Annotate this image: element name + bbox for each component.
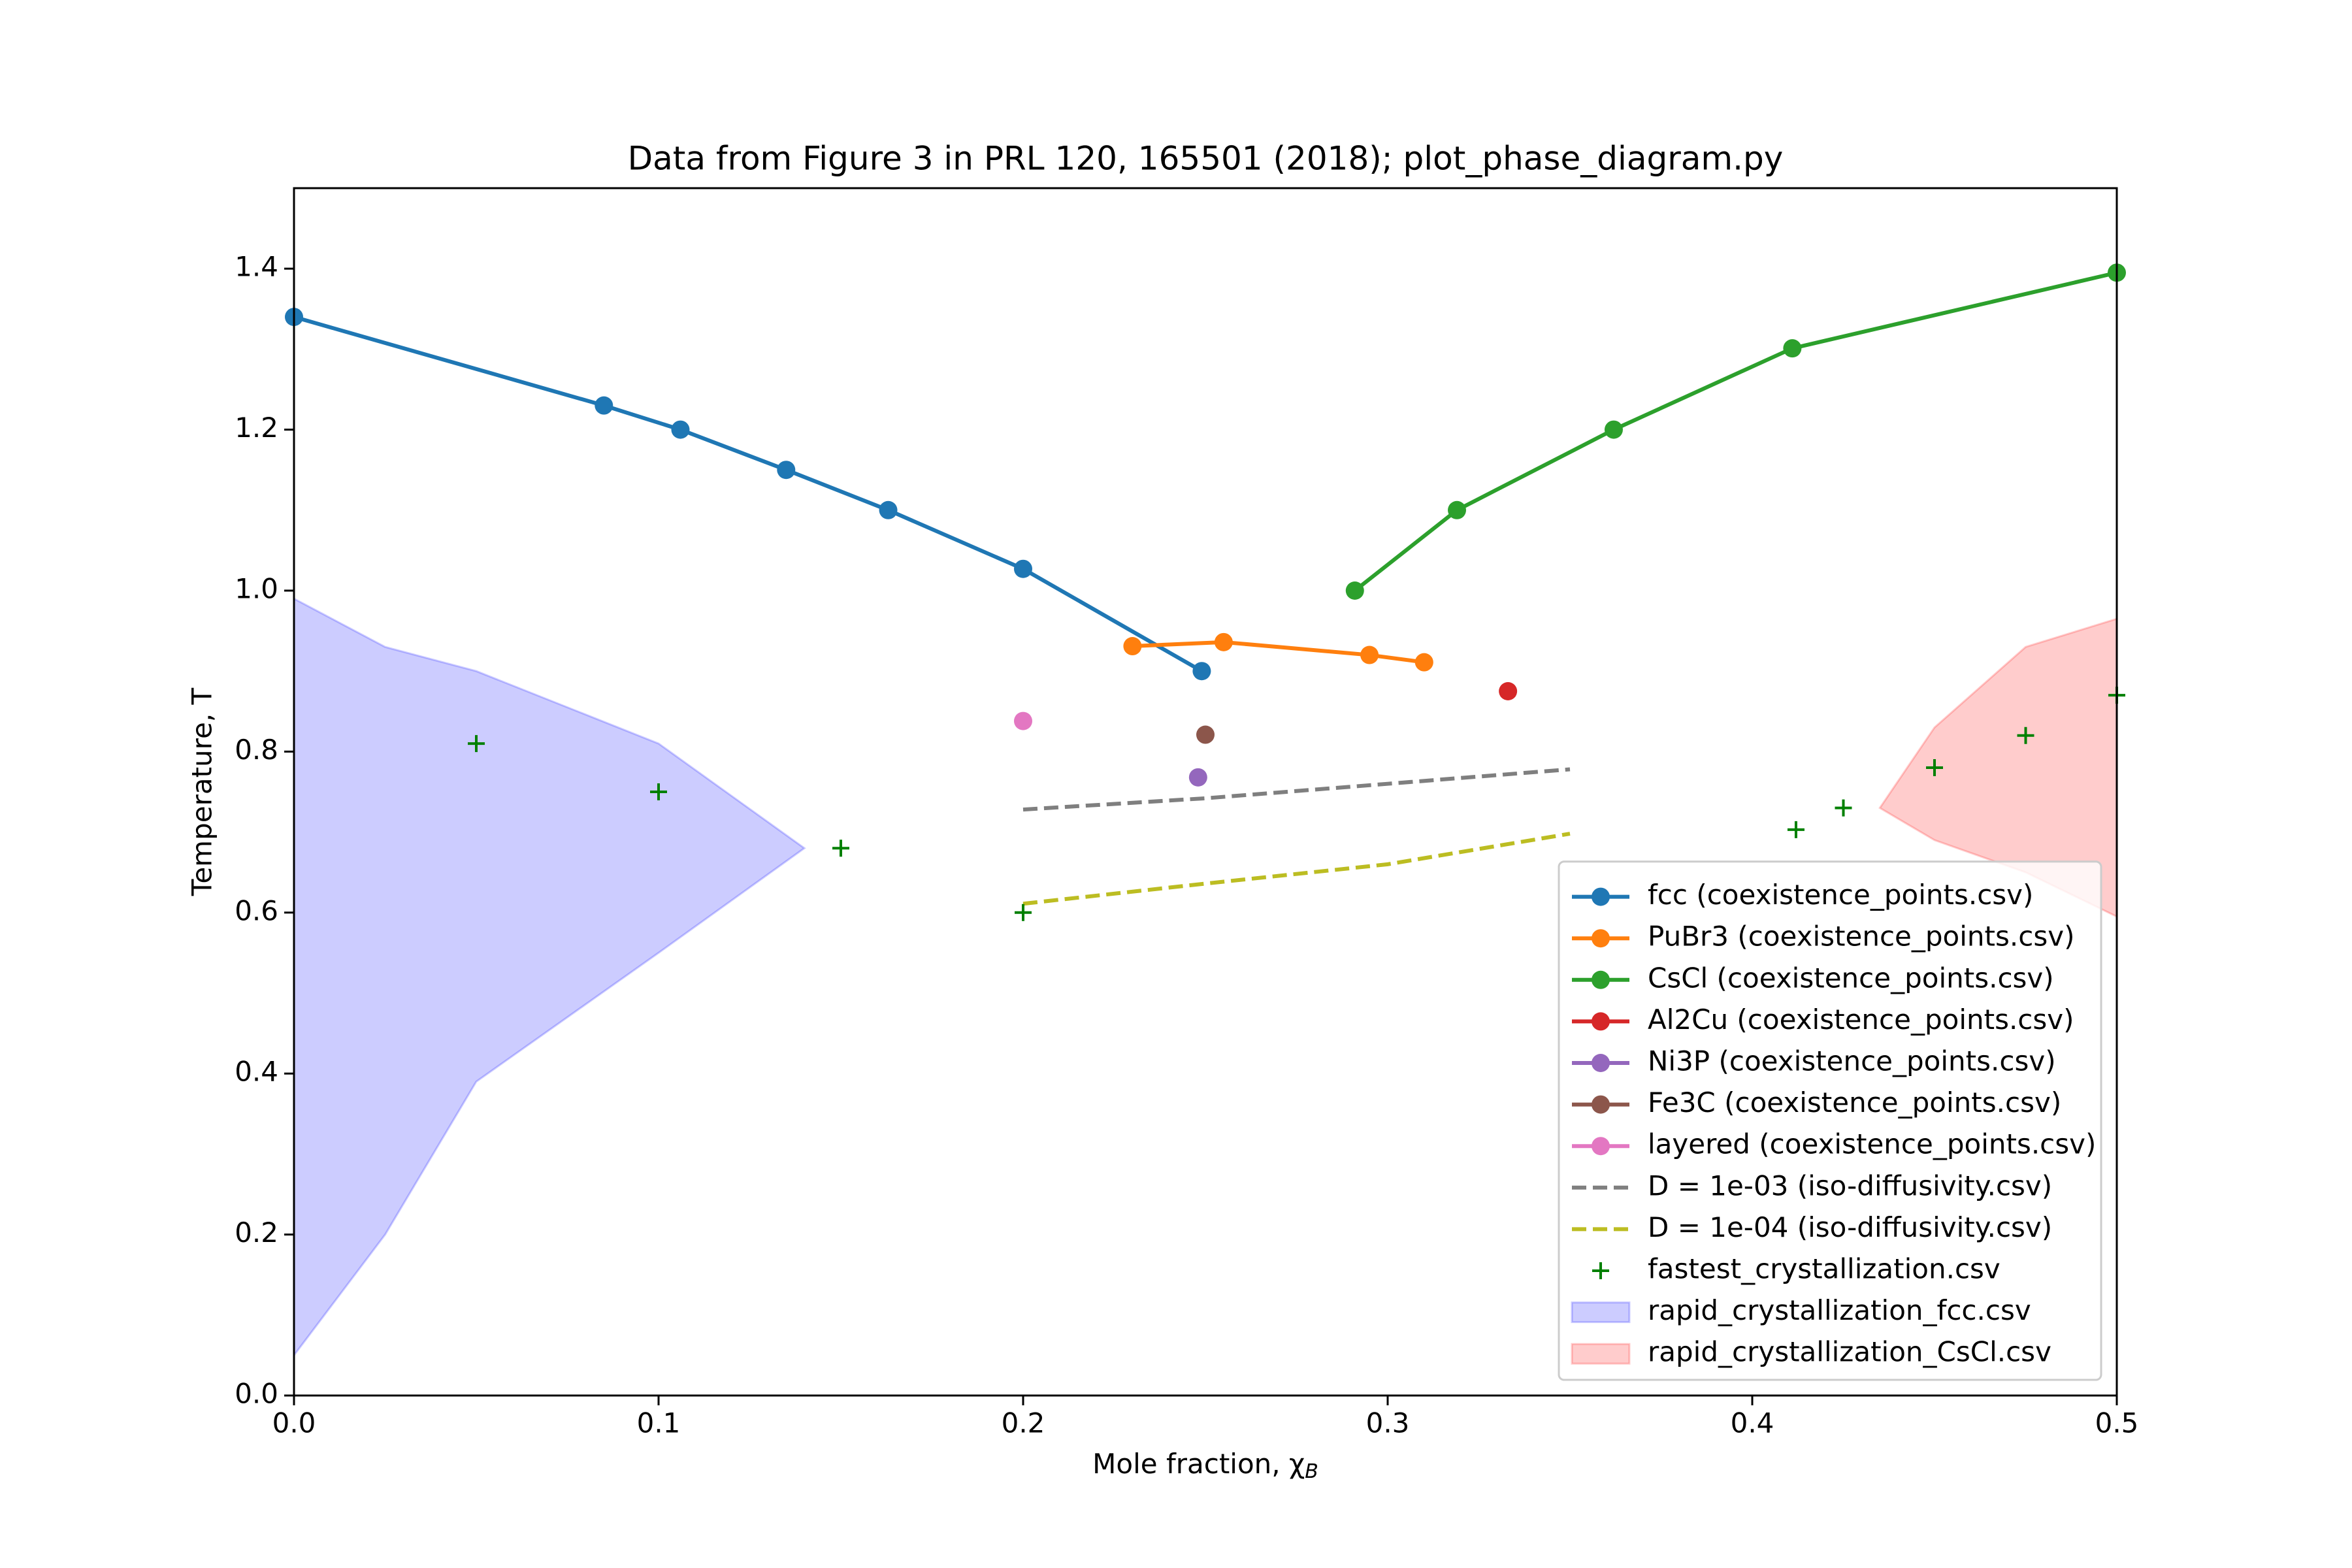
legend-marker [1592, 1012, 1610, 1031]
legend-patch [1571, 1301, 1631, 1324]
legend-marker [1592, 1262, 1609, 1279]
data-point [1188, 768, 1207, 787]
x-tick-label: 0.4 [1731, 1407, 1774, 1439]
x-tick-label: 0.0 [272, 1407, 316, 1439]
fill-region [293, 596, 806, 1358]
data-point [1360, 645, 1379, 664]
data-point [777, 461, 796, 480]
y-tick-label: 0.8 [235, 734, 278, 766]
legend-label: rapid_crystallization_CsCl.csv [1648, 1336, 2051, 1368]
legend-label: D = 1e-04 (iso-diffusivity.csv) [1648, 1211, 2052, 1243]
series-line [1022, 767, 1571, 812]
legend-label: rapid_crystallization_fcc.csv [1648, 1294, 2031, 1326]
data-point [1123, 637, 1142, 656]
legend-label: PuBr3 (coexistence_points.csv) [1648, 921, 2074, 953]
plus-marker [832, 840, 849, 857]
y-tick-label: 0.4 [235, 1056, 278, 1088]
legend-label: fcc (coexistence_points.csv) [1648, 879, 2033, 911]
plus-marker [650, 783, 667, 800]
legend-marker [1592, 887, 1610, 906]
legend-box [1558, 860, 2102, 1381]
data-point [1214, 632, 1233, 651]
y-tick-label: 1.0 [235, 573, 278, 605]
data-point [671, 420, 690, 439]
chart-title: Data from Figure 3 in PRL 120, 165501 (2… [628, 140, 1784, 178]
series-line [1132, 640, 1425, 664]
y-axis-label: Temperature, T [186, 687, 218, 896]
legend-label: Fe3C (coexistence_points.csv) [1648, 1086, 2061, 1119]
y-tick-label: 0.2 [235, 1217, 278, 1249]
legend: fcc (coexistence_points.csv) PuBr3 (coexi… [1558, 860, 2102, 1381]
legend-marker [1592, 1095, 1610, 1114]
x-axis-label: Mole fraction, χB [1092, 1448, 1318, 1483]
legend-label: fastest_crystallization.csv [1648, 1253, 2001, 1285]
plus-marker [1926, 759, 1943, 777]
plus-marker [1835, 799, 1852, 817]
data-point [1604, 420, 1623, 439]
data-point [1448, 500, 1467, 519]
y-tick-label: 0.6 [235, 894, 278, 926]
data-point [595, 396, 613, 415]
y-tick-label: 1.2 [235, 412, 278, 444]
plus-marker [1787, 821, 1805, 838]
legend-marker [1592, 970, 1610, 989]
data-point [1783, 339, 1802, 358]
y-tick-label: 0.0 [235, 1378, 278, 1410]
x-tick-label: 0.2 [1002, 1407, 1045, 1439]
legend-label: CsCl (coexistence_points.csv) [1648, 962, 2054, 994]
x-tick-label: 0.1 [637, 1407, 681, 1439]
plus-marker [468, 735, 485, 753]
plus-marker [1015, 904, 1032, 921]
x-axis-label-subscript: B [1305, 1460, 1318, 1483]
y-tick-label: 1.4 [235, 251, 278, 283]
data-point [1345, 581, 1364, 600]
legend-label: Al2Cu (coexistence_points.csv) [1648, 1004, 2074, 1036]
series-line [1022, 832, 1571, 906]
legend-patch [1571, 1343, 1631, 1365]
legend-marker [1592, 1054, 1610, 1072]
legend-label: Ni3P (coexistence_points.csv) [1648, 1045, 2056, 1077]
data-point [1192, 662, 1211, 681]
plot-frame [293, 187, 2118, 1397]
x-tick-label: 0.5 [2095, 1407, 2139, 1439]
x-axis-label-main: Mole fraction, χ [1092, 1448, 1305, 1480]
data-point [1014, 711, 1032, 730]
plus-marker [2017, 727, 2034, 744]
data-point [1499, 682, 1518, 700]
legend-marker [1592, 1137, 1610, 1156]
data-point [1414, 653, 1433, 672]
legend-marker [1592, 929, 1610, 948]
legend-label: D = 1e-03 (iso-diffusivity.csv) [1648, 1169, 2052, 1201]
data-point [1196, 725, 1215, 744]
plot-area: 0.0 0.1 0.2 0.3 0.4 0.5 0.0 0.2 0.4 0.6 0.8 1.0 1.2 1… [235, 187, 2139, 1439]
data-point [1014, 559, 1032, 578]
data-point [879, 500, 898, 519]
legend-label: layered (coexistence_points.csv) [1648, 1128, 2096, 1160]
x-tick-label: 0.3 [1366, 1407, 1410, 1439]
